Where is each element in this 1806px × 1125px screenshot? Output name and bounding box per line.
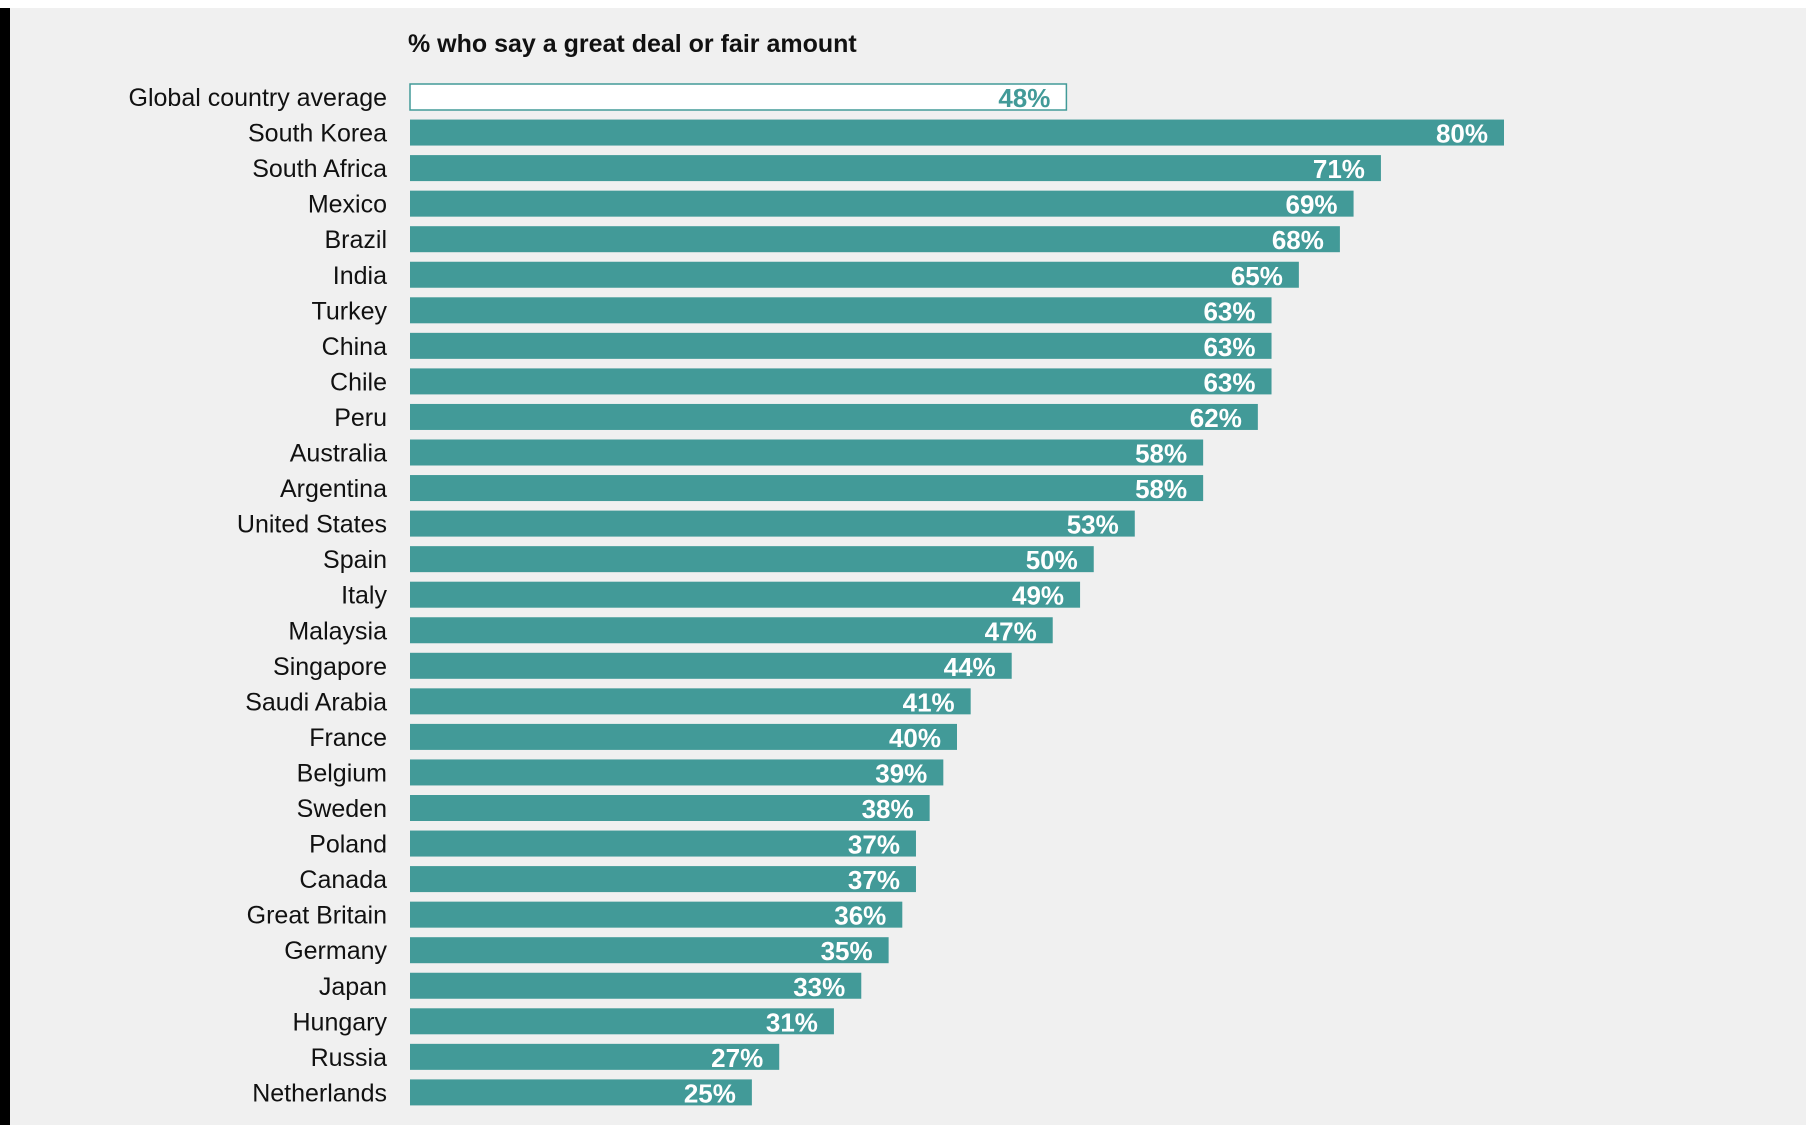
bar-global-average	[409, 83, 1068, 111]
bar	[410, 475, 1204, 502]
category-label: Japan	[319, 973, 387, 1001]
bar	[410, 546, 1094, 573]
value-label: 37%	[848, 830, 900, 860]
value-label: 37%	[848, 865, 900, 895]
bar	[410, 510, 1135, 537]
bar	[410, 617, 1053, 644]
bar	[410, 901, 903, 928]
category-label: Chile	[330, 368, 387, 396]
bar	[410, 581, 1081, 608]
value-label: 58%	[1135, 474, 1187, 504]
bar	[410, 297, 1272, 324]
bar	[410, 332, 1272, 359]
category-label: South Korea	[248, 120, 387, 148]
bar	[410, 226, 1340, 253]
category-label: Canada	[299, 866, 387, 894]
chart-panel: % who say a great deal or fair amount Gl…	[0, 8, 1806, 1125]
bar	[410, 368, 1272, 395]
bar	[410, 1043, 780, 1070]
category-label: France	[309, 724, 387, 752]
value-label: 63%	[1203, 296, 1255, 326]
bar	[410, 1079, 752, 1106]
left-accent-rule	[0, 8, 10, 1125]
category-label: Argentina	[280, 475, 387, 503]
category-label: Malaysia	[288, 617, 387, 645]
category-label: Australia	[290, 440, 387, 468]
bar	[410, 439, 1204, 466]
category-label: Turkey	[312, 297, 388, 325]
category-label: Sweden	[297, 795, 387, 823]
category-label: South Africa	[252, 155, 387, 183]
bar	[410, 190, 1354, 217]
value-label: 53%	[1067, 510, 1119, 540]
bar	[410, 795, 930, 821]
bar	[410, 403, 1258, 430]
value-label: 47%	[985, 616, 1037, 646]
bar	[410, 723, 957, 750]
value-label: 44%	[944, 652, 996, 682]
value-label: 27%	[711, 1043, 763, 1073]
value-label: 58%	[1135, 439, 1187, 469]
bar	[410, 119, 1504, 146]
value-label: 68%	[1272, 225, 1324, 255]
value-label: 63%	[1203, 332, 1255, 362]
category-label: Netherlands	[252, 1079, 387, 1107]
bar	[410, 759, 944, 786]
category-label: Mexico	[308, 191, 387, 219]
value-label: 36%	[834, 901, 886, 931]
category-label: Poland	[309, 831, 387, 859]
category-label: India	[333, 262, 387, 290]
bar	[410, 866, 916, 893]
chart-subtitle: % who say a great deal or fair amount	[408, 30, 857, 58]
bars-group: Global country average 48% South Korea 80% S…	[129, 83, 1504, 1108]
category-label: Spain	[323, 546, 387, 574]
value-label: 33%	[793, 972, 845, 1002]
bar	[410, 688, 971, 715]
value-label: 31%	[766, 1007, 818, 1037]
category-label: Russia	[311, 1044, 388, 1072]
value-label: 35%	[821, 936, 873, 966]
category-label: Peru	[334, 404, 387, 432]
category-label: Italy	[341, 582, 387, 610]
value-label: 63%	[1203, 367, 1255, 397]
category-label: China	[322, 333, 387, 361]
category-label: United States	[237, 511, 387, 539]
value-label: 50%	[1026, 545, 1078, 575]
category-label: Germany	[284, 937, 387, 965]
value-label: 65%	[1231, 261, 1283, 291]
bar	[410, 937, 889, 964]
category-label: Singapore	[273, 653, 387, 681]
bar	[410, 830, 916, 857]
value-label: 48%	[998, 83, 1050, 113]
value-label: 62%	[1190, 403, 1242, 433]
category-label: Hungary	[293, 1008, 388, 1036]
value-label: 41%	[903, 687, 955, 717]
bar	[410, 155, 1381, 182]
bar-chart: % who say a great deal or fair amount Gl…	[129, 30, 1504, 1108]
value-label: 49%	[1012, 581, 1064, 611]
value-label: 80%	[1436, 119, 1488, 149]
category-label: Belgium	[297, 759, 387, 787]
value-label: 39%	[875, 758, 927, 788]
bar	[410, 1008, 834, 1035]
value-label: 71%	[1313, 154, 1365, 184]
category-label: Saudi Arabia	[245, 688, 387, 716]
bar	[410, 652, 1012, 679]
category-label: Great Britain	[247, 902, 387, 930]
value-label: 40%	[889, 723, 941, 753]
value-label: 38%	[862, 794, 914, 824]
bar	[410, 261, 1299, 288]
value-label: 69%	[1286, 190, 1338, 220]
category-label: Brazil	[324, 226, 387, 254]
value-label: 25%	[684, 1078, 736, 1108]
category-label: Global country average	[129, 84, 387, 112]
bar	[410, 972, 862, 999]
